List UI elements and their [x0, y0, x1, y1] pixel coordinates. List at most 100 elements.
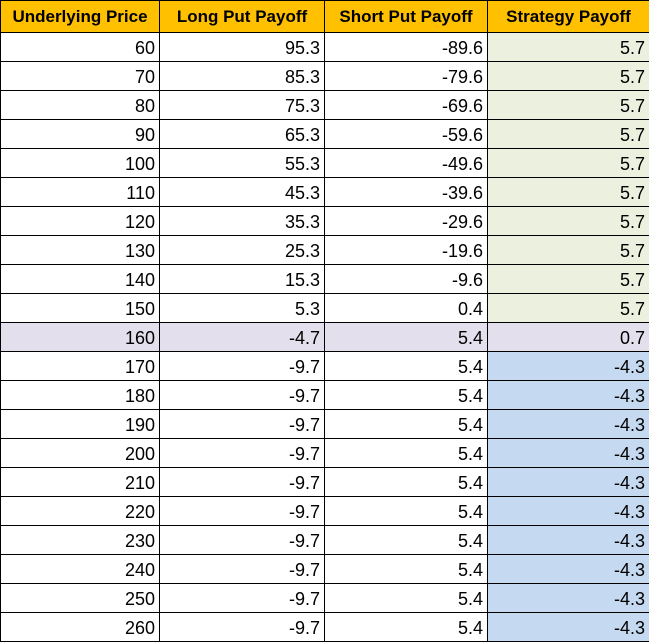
cell-underlying-price: 90	[1, 120, 160, 149]
cell-long-put-payoff: -9.7	[160, 439, 325, 468]
cell-underlying-price: 230	[1, 526, 160, 555]
cell-underlying-price: 140	[1, 265, 160, 294]
cell-strategy-payoff: 5.7	[488, 236, 649, 265]
cell-long-put-payoff: 75.3	[160, 91, 325, 120]
cell-underlying-price: 150	[1, 294, 160, 323]
header-underlying-price: Underlying Price	[1, 1, 160, 33]
cell-long-put-payoff: -9.7	[160, 555, 325, 584]
cell-underlying-price: 170	[1, 352, 160, 381]
cell-short-put-payoff: 5.4	[325, 468, 488, 497]
cell-strategy-payoff: -4.3	[488, 613, 649, 642]
cell-underlying-price: 80	[1, 91, 160, 120]
header-long-put-payoff: Long Put Payoff	[160, 1, 325, 33]
cell-underlying-price: 250	[1, 584, 160, 613]
cell-short-put-payoff: 0.4	[325, 294, 488, 323]
cell-strategy-payoff: -4.3	[488, 381, 649, 410]
cell-strategy-payoff: -4.3	[488, 497, 649, 526]
cell-strategy-payoff: 5.7	[488, 149, 649, 178]
cell-long-put-payoff: -9.7	[160, 410, 325, 439]
cell-short-put-payoff: -39.6	[325, 178, 488, 207]
cell-short-put-payoff: -89.6	[325, 33, 488, 62]
cell-short-put-payoff: -29.6	[325, 207, 488, 236]
cell-long-put-payoff: 5.3	[160, 294, 325, 323]
cell-underlying-price: 200	[1, 439, 160, 468]
cell-short-put-payoff: -19.6	[325, 236, 488, 265]
cell-long-put-payoff: -9.7	[160, 352, 325, 381]
header-row: Underlying Price Long Put Payoff Short P…	[1, 1, 649, 33]
cell-short-put-payoff: -69.6	[325, 91, 488, 120]
cell-strategy-payoff: 5.7	[488, 62, 649, 91]
cell-strategy-payoff: -4.3	[488, 439, 649, 468]
cell-strategy-payoff: -4.3	[488, 468, 649, 497]
cell-long-put-payoff: 65.3	[160, 120, 325, 149]
cell-long-put-payoff: 15.3	[160, 265, 325, 294]
cell-underlying-price: 130	[1, 236, 160, 265]
cell-underlying-price: 100	[1, 149, 160, 178]
cell-long-put-payoff: -9.7	[160, 613, 325, 642]
cell-strategy-payoff: -4.3	[488, 555, 649, 584]
cell-long-put-payoff: -9.7	[160, 584, 325, 613]
cell-short-put-payoff: 5.4	[325, 584, 488, 613]
cell-long-put-payoff: 85.3	[160, 62, 325, 91]
cell-long-put-payoff: 55.3	[160, 149, 325, 178]
cell-short-put-payoff: 5.4	[325, 555, 488, 584]
cell-short-put-payoff: 5.4	[325, 613, 488, 642]
cell-short-put-payoff: -9.6	[325, 265, 488, 294]
cell-long-put-payoff: 45.3	[160, 178, 325, 207]
cell-short-put-payoff: 5.4	[325, 526, 488, 555]
cell-underlying-price: 110	[1, 178, 160, 207]
cell-long-put-payoff: 35.3	[160, 207, 325, 236]
cell-strategy-payoff: 5.7	[488, 91, 649, 120]
cell-strategy-payoff: -4.3	[488, 410, 649, 439]
cell-underlying-price: 190	[1, 410, 160, 439]
cell-underlying-price: 260	[1, 613, 160, 642]
cell-long-put-payoff: -9.7	[160, 526, 325, 555]
cell-underlying-price: 60	[1, 33, 160, 62]
cell-short-put-payoff: 5.4	[325, 323, 488, 352]
cell-short-put-payoff: 5.4	[325, 439, 488, 468]
cell-long-put-payoff: -9.7	[160, 381, 325, 410]
cell-underlying-price: 120	[1, 207, 160, 236]
cell-strategy-payoff: -4.3	[488, 584, 649, 613]
cell-strategy-payoff: -4.3	[488, 526, 649, 555]
cell-short-put-payoff: 5.4	[325, 497, 488, 526]
cell-strategy-payoff: 5.7	[488, 33, 649, 62]
cell-underlying-price: 210	[1, 468, 160, 497]
cell-underlying-price: 240	[1, 555, 160, 584]
cell-long-put-payoff: 95.3	[160, 33, 325, 62]
cell-short-put-payoff: -59.6	[325, 120, 488, 149]
cell-strategy-payoff: -4.3	[488, 352, 649, 381]
cell-short-put-payoff: -49.6	[325, 149, 488, 178]
cell-underlying-price: 70	[1, 62, 160, 91]
cell-underlying-price: 220	[1, 497, 160, 526]
cell-short-put-payoff: -79.6	[325, 62, 488, 91]
header-strategy-payoff: Strategy Payoff	[488, 1, 649, 33]
cell-underlying-price: 160	[1, 323, 160, 352]
cell-strategy-payoff: 5.7	[488, 207, 649, 236]
header-short-put-payoff: Short Put Payoff	[325, 1, 488, 33]
cell-strategy-payoff: 5.7	[488, 178, 649, 207]
cell-strategy-payoff: 5.7	[488, 294, 649, 323]
cell-long-put-payoff: 25.3	[160, 236, 325, 265]
